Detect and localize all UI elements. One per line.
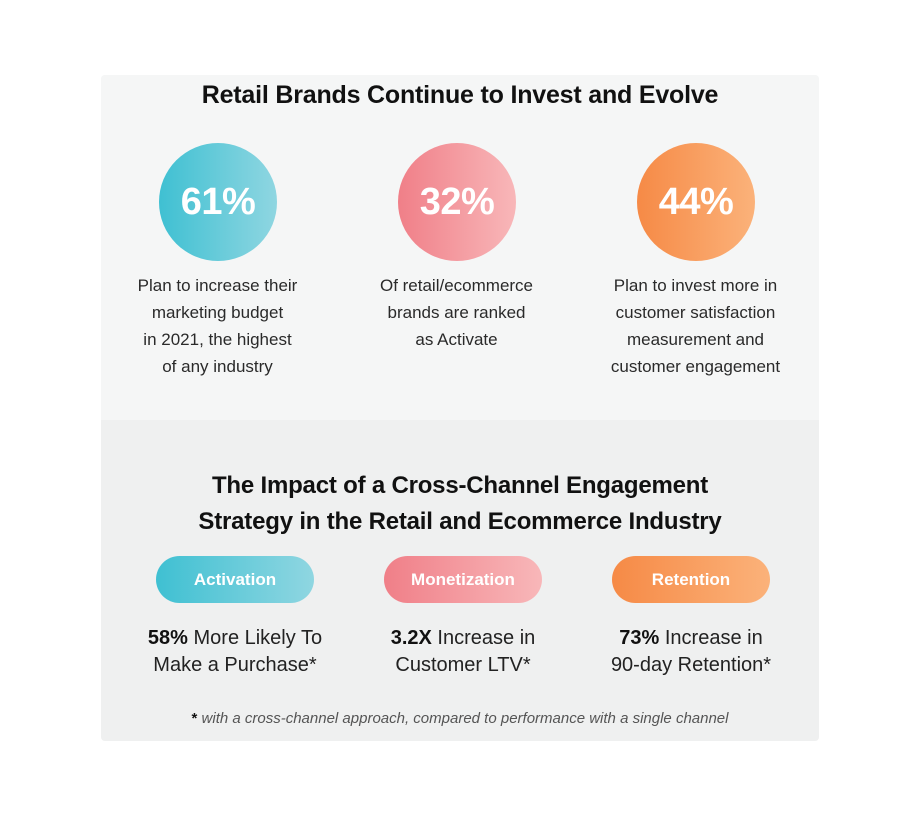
impact-section-title: The Impact of a Cross-Channel Engagement… bbox=[198, 472, 722, 535]
activation-line2: Make a Purchase* bbox=[153, 654, 317, 676]
activation-highlight: 58% bbox=[147, 627, 188, 649]
stat-circle-44: 44% bbox=[637, 143, 755, 261]
footnote: * with a cross-channel approach, compare… bbox=[101, 710, 819, 727]
monetization-pill: Monetization bbox=[384, 556, 542, 603]
retention-pill: Retention bbox=[612, 556, 770, 603]
footnote-asterisk: * bbox=[191, 710, 198, 727]
invest-section: Retail Brands Continue to Invest and Evo… bbox=[101, 75, 819, 420]
stat-circle-32: 32% bbox=[398, 143, 516, 261]
stat-description-budget: Plan to increase their marketing budget … bbox=[137, 276, 298, 376]
retention-highlight: 73% bbox=[619, 627, 660, 649]
retention-result: 73% Increase in 90-day Retention* bbox=[557, 625, 819, 679]
stat-description-activate: Of retail/ecommerce brands are ranked as… bbox=[379, 276, 534, 349]
monetization-result: 3.2X Increase in Customer LTV* bbox=[329, 625, 597, 679]
monetization-highlight: 3.2X bbox=[390, 627, 432, 649]
monetization-line1: Increase in bbox=[431, 627, 536, 649]
retention-line1: Increase in bbox=[659, 627, 763, 649]
activation-pill: Activation bbox=[156, 556, 314, 603]
activation-line1: More Likely To bbox=[187, 627, 323, 649]
footnote-text: with a cross-channel approach, compared … bbox=[197, 710, 729, 727]
impact-section: The Impact of a Cross-Channel Engagement… bbox=[101, 420, 819, 741]
activation-result: 58% More Likely To Make a Purchase* bbox=[101, 625, 369, 679]
invest-section-title: Retail Brands Continue to Invest and Evo… bbox=[201, 81, 719, 109]
stat-description-satisfaction: Plan to invest more in customer satisfac… bbox=[610, 276, 781, 376]
retention-line2: 90-day Retention* bbox=[610, 654, 772, 676]
stat-circle-61: 61% bbox=[159, 143, 277, 261]
infographic-card: Retail Brands Continue to Invest and Evo… bbox=[101, 75, 819, 741]
monetization-line2: Customer LTV* bbox=[395, 654, 531, 676]
